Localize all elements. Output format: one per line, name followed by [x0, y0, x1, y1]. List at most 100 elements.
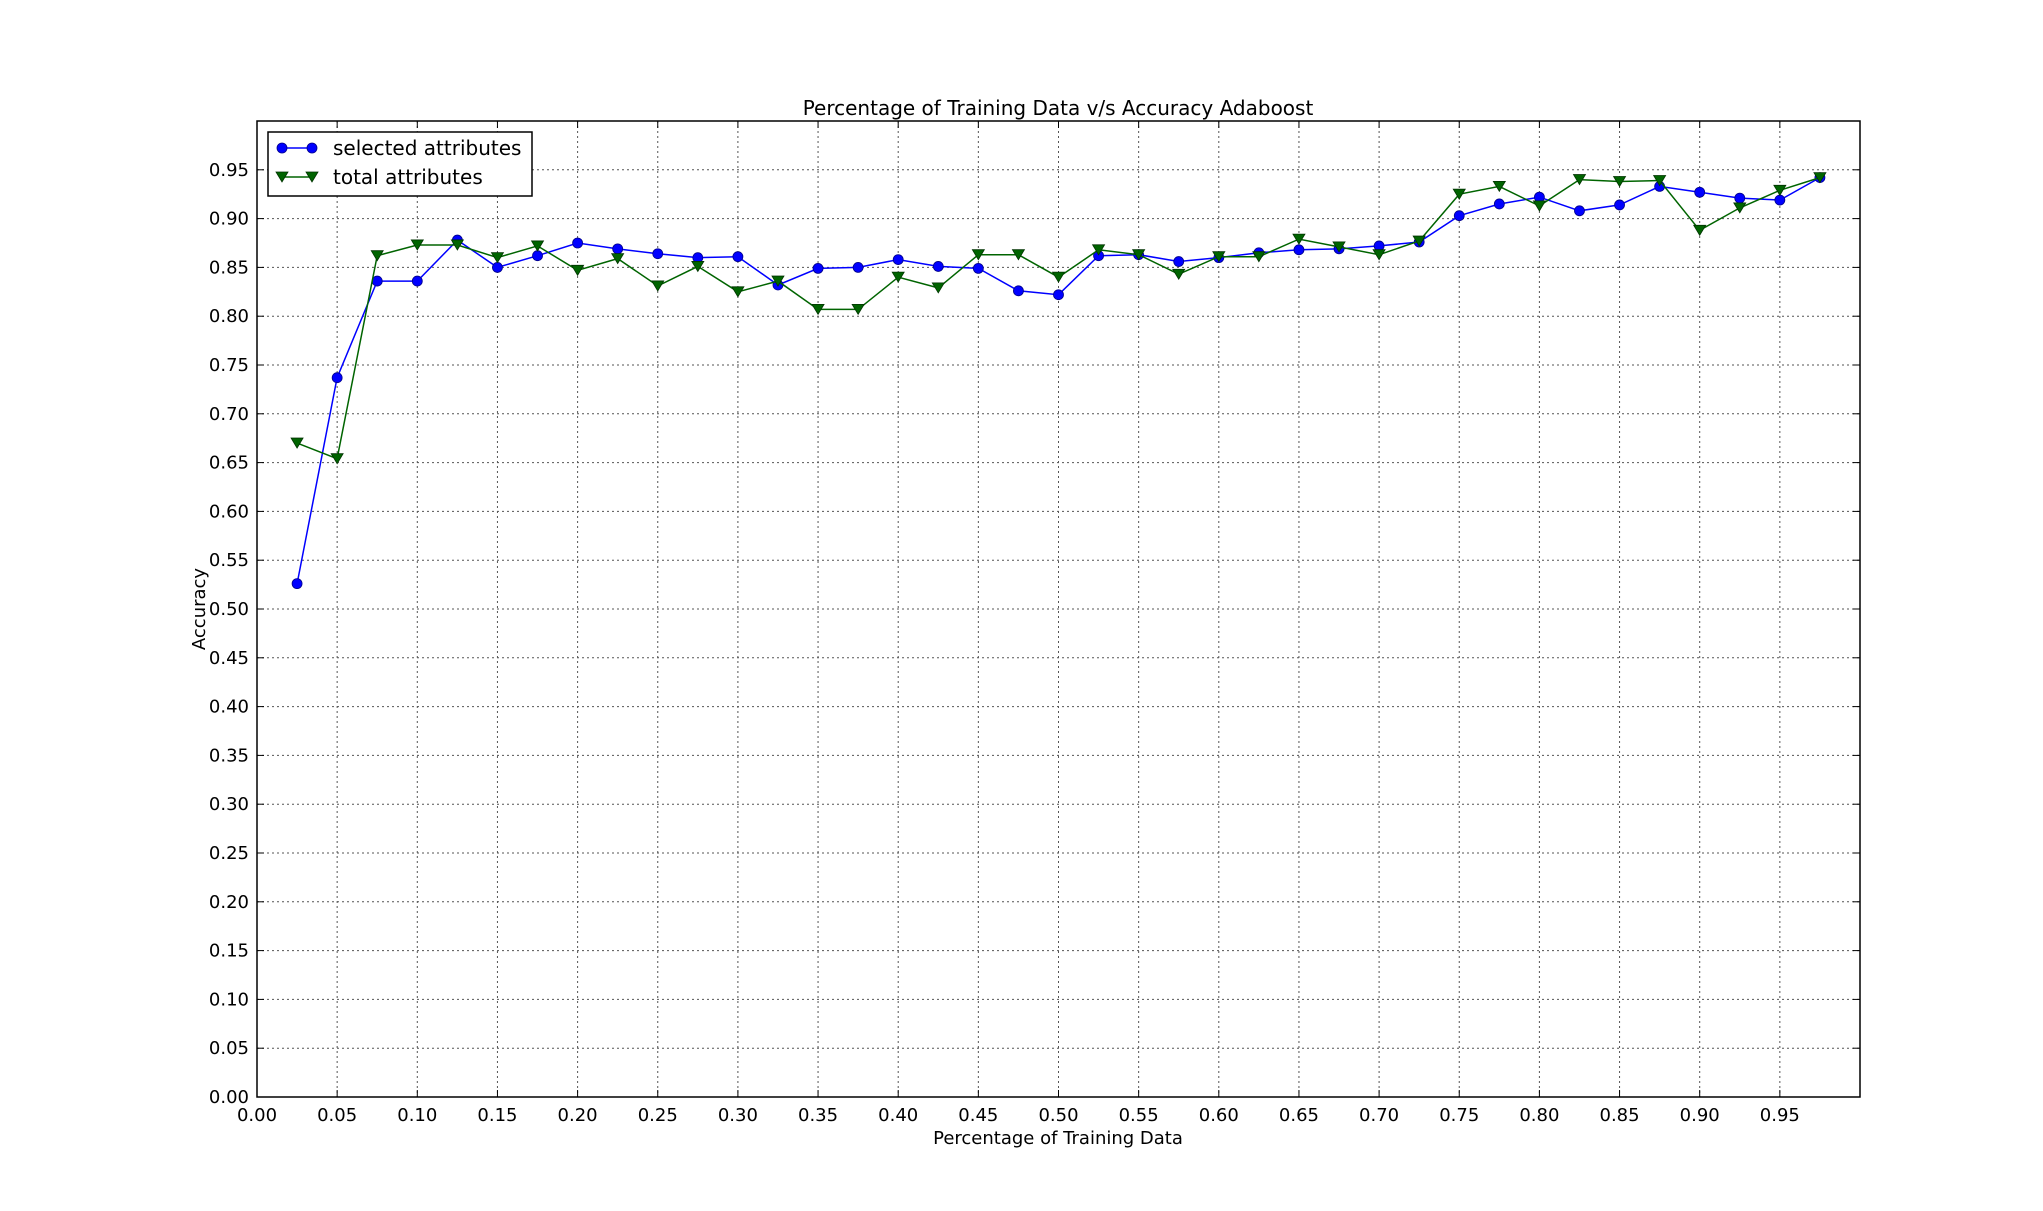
x-tick-label: 0.40	[878, 1105, 918, 1126]
legend-marker-triangle	[275, 171, 289, 183]
legend-label-total: total attributes	[333, 165, 483, 189]
x-tick-label: 0.00	[237, 1105, 277, 1126]
data-point-total-attributes	[450, 239, 465, 251]
legend-item-selected: selected attributes	[276, 136, 521, 160]
y-axis: 0.00 0.05 0.10 0.15 0.20 0.25 0.30 0.35 0.40 0.45…	[209, 160, 1860, 1108]
data-point-selected-attributes	[411, 275, 423, 287]
data-point-total-attributes	[1452, 188, 1466, 200]
data-point-total-attributes	[1212, 251, 1226, 263]
data-point-total-attributes	[1692, 224, 1707, 237]
y-tick-label: 0.20	[209, 892, 249, 913]
x-axis-title: Percentage of Training Data	[933, 1128, 1183, 1149]
data-point-selected-attributes	[932, 261, 944, 272]
data-point-selected-attributes	[291, 578, 303, 590]
chart-title: Percentage of Training Data v/s Accuracy…	[803, 96, 1314, 120]
data-point-selected-attributes	[1293, 244, 1305, 256]
data-point-selected-attributes	[1013, 285, 1024, 297]
x-tick-label: 0.75	[1439, 1105, 1479, 1126]
y-tick-label: 0.35	[209, 745, 249, 766]
data-point-selected-attributes	[652, 248, 664, 260]
data-point-total-attributes	[570, 264, 585, 277]
data-point-total-attributes	[1412, 235, 1426, 247]
data-point-selected-attributes	[812, 262, 824, 274]
data-point-selected-attributes	[1453, 210, 1465, 222]
x-tick-label: 0.50	[1038, 1105, 1078, 1126]
data-point-selected-attributes	[1493, 198, 1505, 210]
x-tick-label: 0.10	[397, 1105, 437, 1126]
data-point-total-attributes	[1252, 251, 1266, 263]
data-point-selected-attributes	[572, 237, 583, 249]
data-point-total-attributes	[290, 437, 304, 449]
y-tick-label: 0.65	[209, 453, 249, 474]
data-point-total-attributes	[1091, 244, 1106, 256]
x-tick-label: 0.90	[1680, 1105, 1720, 1126]
data-point-total-attributes	[1532, 200, 1547, 212]
y-tick-label: 0.25	[209, 843, 249, 864]
y-tick-label: 0.45	[209, 648, 249, 669]
x-tick-label: 0.85	[1600, 1105, 1640, 1126]
data-point-total-attributes	[1011, 249, 1026, 261]
data-point-total-attributes	[1332, 241, 1346, 253]
data-point-selected-attributes	[1694, 186, 1706, 198]
data-point-selected-attributes	[852, 261, 864, 273]
data-point-selected-attributes	[1053, 289, 1064, 301]
legend-marker-circle	[276, 142, 288, 154]
x-tick-label: 0.65	[1279, 1105, 1319, 1126]
data-point-total-attributes	[530, 240, 545, 252]
y-tick-label: 0.90	[209, 209, 249, 230]
y-tick-label: 0.80	[209, 306, 249, 327]
data-point-total-attributes	[1172, 268, 1186, 281]
data-point-selected-attributes	[732, 251, 744, 263]
data-point-selected-attributes	[1774, 194, 1786, 206]
y-tick-label: 0.30	[209, 794, 249, 815]
data-point-total-attributes	[1372, 249, 1386, 261]
x-tick-label: 0.15	[477, 1105, 517, 1126]
data-point-selected-attributes	[972, 262, 984, 274]
data-point-total-attributes	[330, 453, 344, 465]
series-layer	[290, 172, 1827, 590]
y-tick-label: 0.75	[209, 355, 249, 376]
grid	[257, 121, 1860, 1097]
data-point-total-attributes	[731, 286, 745, 298]
data-point-total-attributes	[1612, 176, 1627, 188]
y-tick-label: 0.70	[209, 404, 249, 425]
data-point-selected-attributes	[892, 254, 904, 265]
x-tick-label: 0.70	[1359, 1105, 1399, 1126]
data-point-total-attributes	[490, 252, 505, 264]
y-tick-label: 0.05	[209, 1038, 249, 1059]
data-point-total-attributes	[691, 261, 705, 273]
legend-label-selected: selected attributes	[333, 136, 521, 160]
x-tick-label: 0.30	[718, 1105, 758, 1126]
data-point-total-attributes	[1572, 174, 1587, 186]
y-tick-label: 0.00	[209, 1087, 249, 1108]
y-tick-label: 0.40	[209, 697, 249, 718]
y-tick-label: 0.60	[209, 501, 249, 522]
data-point-selected-attributes	[331, 372, 343, 384]
data-point-selected-attributes	[1574, 205, 1585, 217]
legend-marker-triangle	[305, 171, 319, 183]
x-tick-label: 0.80	[1519, 1105, 1559, 1126]
data-point-selected-attributes	[612, 243, 624, 255]
data-point-total-attributes	[1652, 175, 1667, 187]
y-tick-label: 0.10	[209, 989, 249, 1010]
x-tick-label: 0.55	[1119, 1105, 1159, 1126]
y-tick-label: 0.50	[209, 599, 249, 620]
data-point-selected-attributes	[371, 275, 383, 287]
y-tick-label: 0.55	[209, 550, 249, 571]
legend: selected attributes total attributes	[267, 131, 533, 197]
x-tick-label: 0.05	[317, 1105, 357, 1126]
data-point-total-attributes	[851, 303, 865, 316]
x-tick-label: 0.60	[1199, 1105, 1239, 1126]
data-point-total-attributes	[1813, 172, 1827, 184]
x-tick-label: 0.95	[1760, 1105, 1800, 1126]
data-point-total-attributes	[370, 250, 384, 262]
y-tick-label: 0.85	[209, 257, 249, 278]
data-point-total-attributes	[651, 280, 665, 292]
legend-item-total: total attributes	[275, 165, 483, 189]
data-point-total-attributes	[811, 303, 825, 316]
data-point-total-attributes	[1131, 249, 1146, 261]
data-point-total-attributes	[410, 239, 425, 251]
data-point-total-attributes	[1051, 271, 1066, 283]
